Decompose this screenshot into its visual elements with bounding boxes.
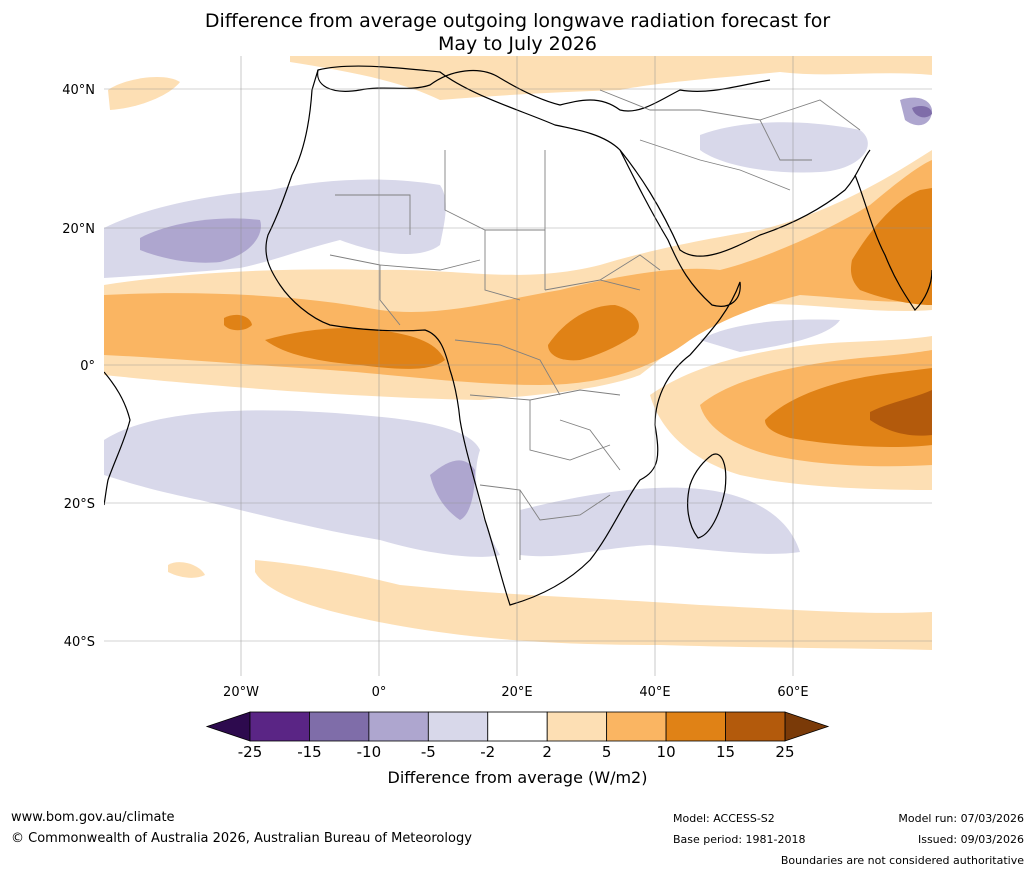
latitude-labels: 40°N 20°N 0° 20°S 40°S bbox=[62, 83, 95, 650]
olr-negative-core-namibia bbox=[430, 460, 475, 520]
title-line-2: May to July 2026 bbox=[438, 33, 597, 55]
colorbar-tick-label: 10 bbox=[656, 743, 676, 761]
colorbar bbox=[205, 711, 830, 742]
colorbar-tick-label: -10 bbox=[356, 743, 382, 761]
map-title: Difference from average outgoing longwav… bbox=[0, 10, 1035, 56]
footer-copyright: © Commonwealth of Australia 2026, Austra… bbox=[11, 831, 472, 846]
south-america-coastline bbox=[104, 371, 131, 506]
colorbar-segment bbox=[665, 711, 726, 742]
olr-negative-core-west-atlantic bbox=[140, 218, 261, 263]
colorbar-segment bbox=[427, 711, 489, 742]
lon-label-20w: 20°W bbox=[223, 685, 259, 700]
colorbar-segment bbox=[606, 711, 667, 742]
olr-negative-strong-himalaya bbox=[912, 106, 932, 118]
lon-label-60e: 60°E bbox=[777, 685, 808, 700]
lon-label-40e: 40°E bbox=[639, 685, 670, 700]
olr-positive-patch-south-atlantic bbox=[168, 562, 205, 578]
olr-positive-very-strong-indian-ocean bbox=[870, 390, 932, 436]
olr-positive-strong-central-africa bbox=[548, 305, 639, 361]
olr-positive-zone-gulf-of-guinea bbox=[104, 160, 932, 385]
colorbar-segment bbox=[249, 711, 310, 742]
olr-negative-band-arabia bbox=[700, 122, 868, 173]
colorbar-segment bbox=[487, 711, 548, 742]
olr-negative-band-southern-africa bbox=[520, 487, 800, 557]
colorbar-tick-label: 5 bbox=[601, 743, 612, 761]
olr-positive-strong-guinea bbox=[265, 328, 445, 369]
footer-model-run: Model run: 07/03/2026 bbox=[898, 812, 1024, 825]
colorbar-tick-label: -2 bbox=[480, 743, 496, 761]
colorbar-under-triangle bbox=[205, 711, 251, 742]
colorbar-segment bbox=[368, 711, 429, 742]
lat-label-40s: 40°S bbox=[64, 635, 95, 650]
madagascar-coastline bbox=[687, 453, 727, 539]
colorbar-tick-label: 15 bbox=[715, 743, 736, 761]
olr-positive-strong-arabian-sea bbox=[850, 188, 932, 305]
footer-boundaries-note: Boundaries are not considered authoritat… bbox=[780, 854, 1024, 867]
arabian-peninsula-coastline bbox=[619, 149, 871, 257]
colorbar-tick-label: -15 bbox=[297, 743, 322, 761]
colorbar-segment bbox=[309, 711, 370, 742]
colorbar-segment bbox=[546, 711, 608, 742]
country-borders bbox=[329, 89, 861, 560]
olr-positive-strong-west-atlantic bbox=[224, 314, 252, 331]
colorbar-tick-label: -25 bbox=[237, 743, 263, 761]
title-line-1: Difference from average outgoing longwav… bbox=[204, 10, 831, 32]
olr-positive-band-north-atlantic-west bbox=[108, 76, 180, 110]
colorbar-segments bbox=[249, 711, 786, 742]
colorbar-label: Difference from average (W/m2) bbox=[387, 768, 648, 787]
lon-label-20e: 20°E bbox=[501, 685, 532, 700]
colorbar-over-triangle bbox=[784, 711, 830, 742]
lon-label-0: 0° bbox=[372, 685, 387, 700]
india-coastline bbox=[854, 174, 932, 311]
colorbar-tick-label: -5 bbox=[420, 743, 436, 761]
lat-label-0: 0° bbox=[80, 359, 95, 374]
footer-model: Model: ACCESS-S2 bbox=[673, 812, 775, 825]
footer-issued: Issued: 09/03/2026 bbox=[917, 833, 1024, 846]
graticule bbox=[104, 56, 932, 676]
colorbar-segment bbox=[725, 711, 786, 742]
longitude-labels: 20°W 0° 20°E 40°E 60°E bbox=[223, 685, 809, 700]
olr-positive-band-southern-ocean bbox=[255, 560, 932, 650]
olr-negative-band-south-atlantic bbox=[104, 410, 500, 557]
footer-website: www.bom.gov.au/climate bbox=[11, 810, 175, 825]
colorbar-tick-label: 2 bbox=[542, 743, 552, 761]
lat-label-20n: 20°N bbox=[62, 222, 95, 237]
map-area bbox=[104, 56, 932, 676]
europe-coastline bbox=[317, 69, 771, 112]
footer-base-period: Base period: 1981-2018 bbox=[673, 833, 806, 846]
lat-label-20s: 20°S bbox=[64, 497, 95, 512]
lat-label-40n: 40°N bbox=[62, 83, 95, 98]
colorbar-tick-label: 25 bbox=[775, 743, 795, 761]
olr-negative-band-east-africa bbox=[700, 319, 840, 352]
